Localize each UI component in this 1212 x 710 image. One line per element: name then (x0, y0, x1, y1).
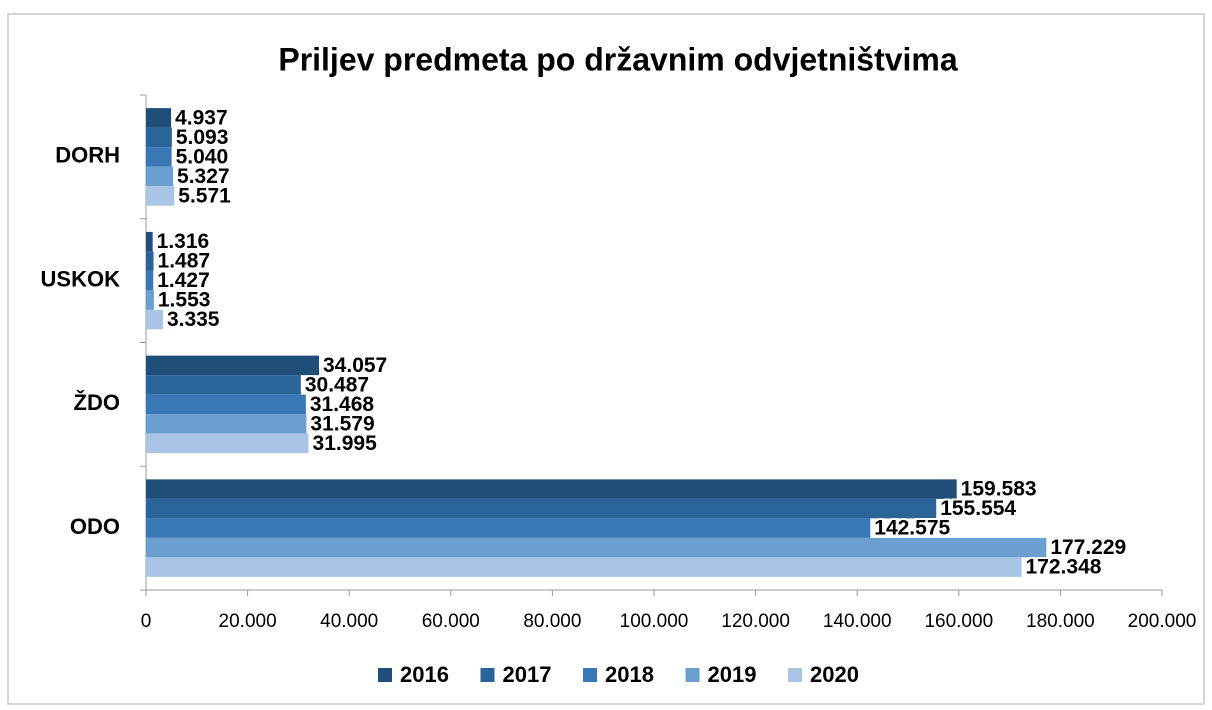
data-label: 31.579 (310, 412, 374, 435)
bar (146, 231, 153, 252)
data-label: 3.335 (167, 308, 220, 331)
bar (146, 270, 154, 291)
y-tick-label: ODO (70, 514, 120, 539)
y-tick-label: DORH (55, 143, 120, 168)
legend-swatch (685, 668, 700, 682)
bar (146, 394, 306, 415)
legend-label: 2019 (708, 662, 757, 687)
legend-swatch (480, 668, 495, 682)
data-label: 159.583 (961, 478, 1037, 501)
data-label: 155.554 (940, 497, 1016, 520)
bar (146, 518, 871, 538)
bar (146, 414, 307, 434)
bar (146, 127, 172, 148)
bar (146, 108, 172, 128)
bar (146, 375, 301, 395)
legend-label: 2016 (400, 662, 449, 687)
x-tick-label: 100.000 (620, 611, 689, 632)
x-tick-label: 40.000 (320, 611, 378, 632)
bar (146, 557, 1022, 577)
x-tick-label: 140.000 (823, 611, 892, 632)
data-label: 31.468 (310, 393, 375, 416)
data-label: 1.427 (157, 269, 210, 292)
bar (146, 498, 937, 519)
bar (146, 251, 154, 271)
y-tick-label: USKOK (41, 266, 121, 291)
data-label: 30.487 (305, 373, 369, 396)
bar (146, 309, 163, 330)
bar (146, 433, 309, 454)
x-tick-label: 200.000 (1128, 611, 1197, 632)
data-label: 1.316 (157, 230, 210, 253)
data-label: 5.571 (178, 184, 231, 207)
bar (146, 147, 172, 167)
bar (146, 355, 320, 376)
data-label: 1.487 (158, 250, 211, 273)
data-label: 172.348 (1026, 556, 1102, 579)
legend-swatch (788, 668, 802, 682)
legend-label: 2017 (503, 662, 552, 687)
x-tick-label: 180.000 (1026, 611, 1095, 632)
y-tick-label: ŽDO (74, 390, 120, 415)
data-label: 4.937 (175, 106, 228, 129)
data-label: 5.093 (176, 126, 229, 149)
chart-title: Priljev predmeta po državnim odvjetništv… (278, 41, 958, 77)
data-label: 5.327 (177, 165, 230, 188)
x-tick-label: 80.000 (523, 611, 581, 632)
data-label: 31.995 (313, 432, 378, 455)
data-label: 5.040 (176, 145, 229, 168)
x-tick-label: 160.000 (924, 611, 993, 632)
legend-label: 2018 (605, 662, 654, 687)
data-label: 34.057 (323, 354, 387, 377)
legend-label: 2020 (810, 662, 859, 687)
bar (146, 166, 174, 187)
bar (146, 479, 957, 499)
x-tick-label: 60.000 (422, 611, 480, 632)
data-label: 177.229 (1050, 536, 1126, 559)
bar (146, 290, 154, 310)
legend-swatch (583, 668, 597, 682)
legend-swatch (378, 668, 392, 682)
bar (146, 186, 175, 206)
x-tick-label: 20.000 (219, 611, 277, 632)
x-tick-label: 0 (141, 611, 152, 632)
data-label: 1.553 (158, 289, 211, 312)
x-tick-label: 120.000 (721, 611, 790, 632)
data-label: 142.575 (874, 517, 950, 540)
bar (146, 537, 1047, 558)
